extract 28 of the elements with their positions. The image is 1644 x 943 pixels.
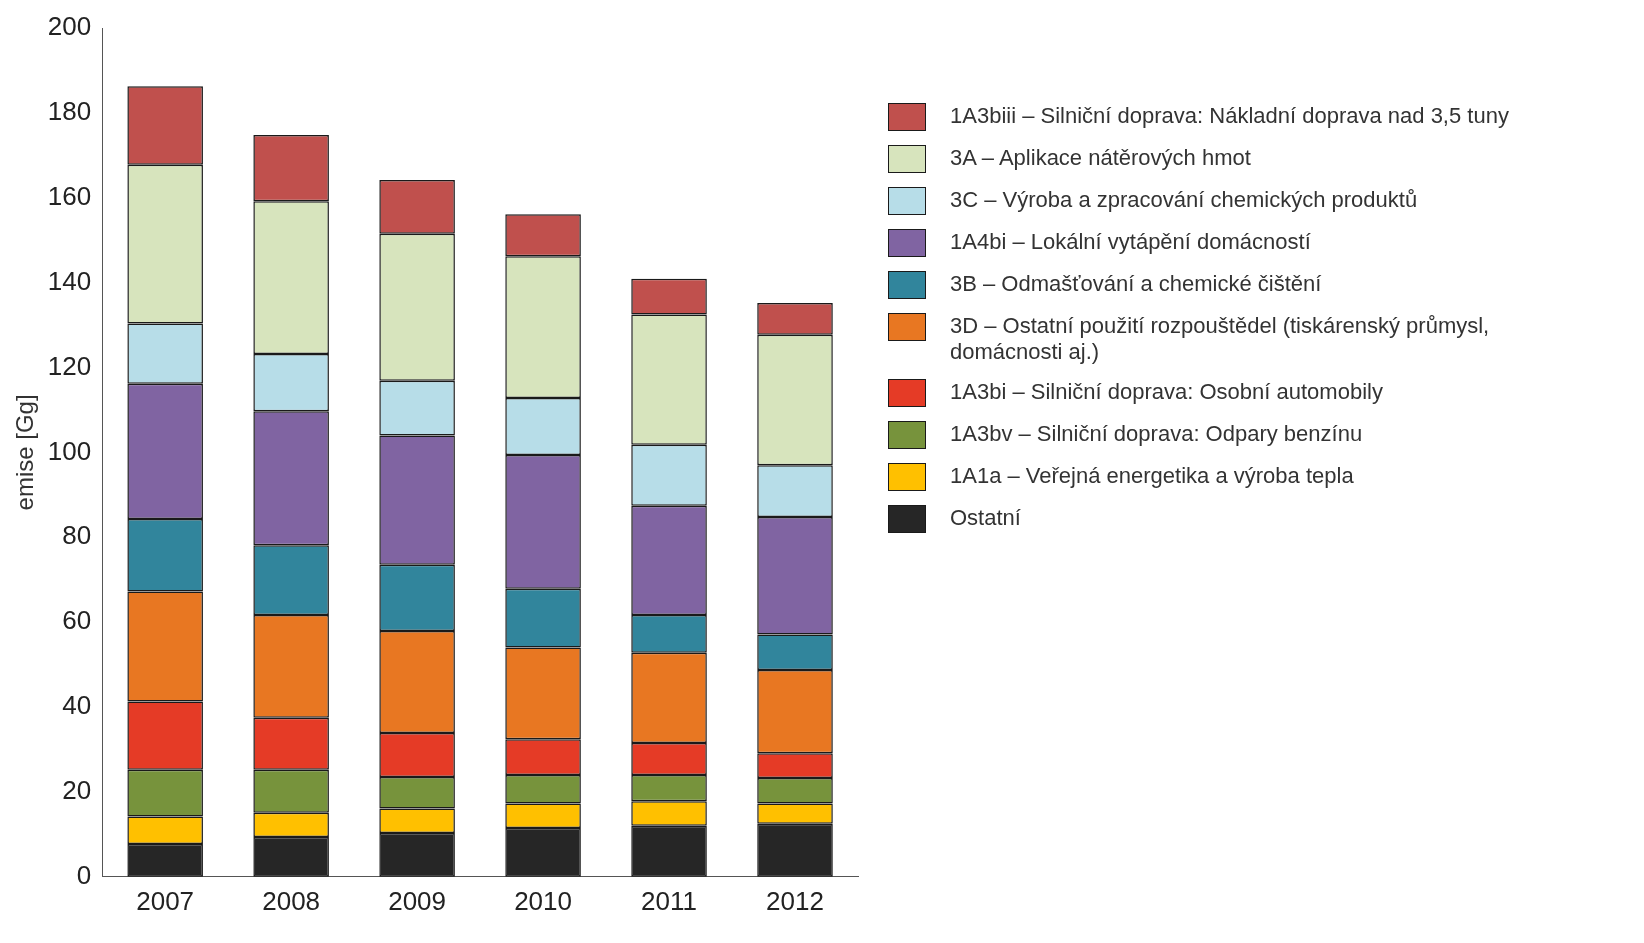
y-tick-label: 60 — [62, 605, 92, 636]
y-tick-label: 80 — [62, 520, 92, 551]
x-tick-label: 2009 — [388, 885, 447, 916]
legend-label: 1A3bi – Silniční doprava: Osobní automobily — [950, 379, 1383, 405]
x-tick-label: 2011 — [641, 885, 698, 916]
legend-label: 1A1a – Veřejná energetika a výroba tepla — [950, 463, 1354, 489]
y-tick-label: 120 — [47, 350, 92, 381]
y-axis-title: emise [Gg] — [11, 394, 39, 511]
y-tick-label: 180 — [47, 96, 92, 127]
y-tick-label: 20 — [62, 775, 92, 806]
legend-label: 1A3bv – Silniční doprava: Odpary benzínu — [950, 421, 1363, 447]
legend-label: 3D – Ostatní použití rozpouštědel (tiskárenský průmysl, domácnosti aj.) — [950, 313, 1491, 365]
legend-label: 3A – Aplikace nátěrových hmot — [950, 145, 1251, 171]
legend-label: 1A4bi – Lokální vytápění domácností — [950, 229, 1311, 255]
legend-label: 3B – Odmašťování a chemické čištění — [950, 271, 1322, 297]
x-tick-label: 2008 — [262, 885, 321, 916]
legend-label: 1A3biii – Silniční doprava: Nákladní doprava nad 3,5 tuny — [950, 103, 1509, 129]
y-tick-label: 40 — [62, 690, 92, 721]
legend-label: 3C – Výroba a zpracování chemických produktů — [950, 187, 1418, 213]
y-tick-label: 140 — [47, 265, 92, 296]
y-tick-label: 200 — [47, 11, 92, 42]
legend-label: Ostatní — [950, 505, 1021, 531]
x-tick-label: 2010 — [514, 885, 572, 916]
x-tick-label: 2007 — [136, 885, 195, 916]
y-tick-label: 160 — [47, 180, 92, 211]
y-tick-label: 0 — [76, 859, 92, 890]
x-tick-label: 2012 — [766, 885, 824, 916]
y-tick-label: 100 — [47, 435, 92, 466]
